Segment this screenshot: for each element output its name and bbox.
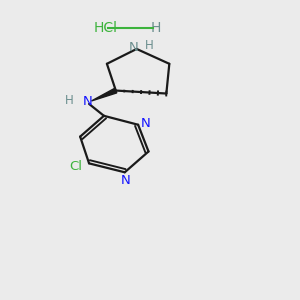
Text: HCl: HCl [93,21,117,35]
Text: H: H [151,21,161,35]
Text: H: H [65,94,74,107]
Text: N: N [129,41,139,54]
Text: Cl: Cl [69,160,82,173]
Text: N: N [82,95,92,108]
Text: H: H [145,40,154,52]
Polygon shape [92,88,117,101]
Text: N: N [121,174,130,187]
Text: N: N [141,117,150,130]
